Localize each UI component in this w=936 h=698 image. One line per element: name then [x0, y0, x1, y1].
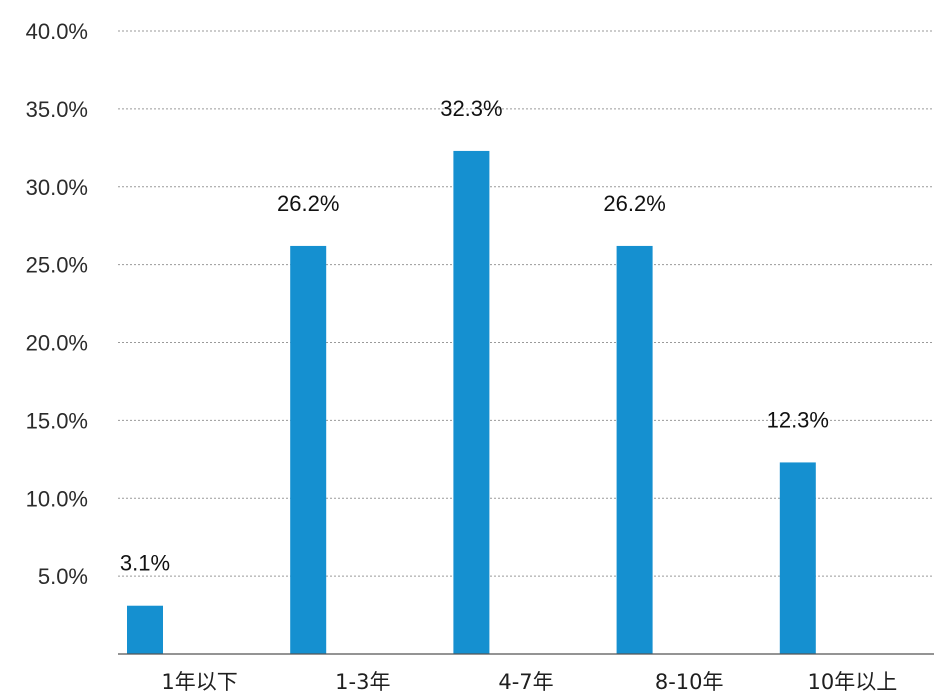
y-tick-label: 10.0% [26, 486, 88, 511]
y-tick-label: 35.0% [26, 97, 88, 122]
bars [127, 150, 816, 655]
data-label: 3.1% [120, 551, 170, 576]
bar-1 [127, 605, 163, 654]
y-tick-label: 40.0% [26, 19, 88, 44]
y-tick-label: 20.0% [26, 331, 88, 356]
x-category-label: 4-7年 [498, 670, 553, 694]
y-tick-label: 30.0% [26, 175, 88, 200]
y-tick-label: 25.0% [26, 253, 88, 278]
data-label: 12.3% [767, 407, 829, 432]
data-label: 32.3% [440, 96, 502, 121]
data-labels: 3.1% 26.2% 32.3% 26.2% 12.3% [120, 96, 829, 576]
data-label: 26.2% [603, 191, 665, 216]
bar-2 [290, 245, 327, 654]
x-category-label: 1年以下 [161, 670, 237, 694]
bar-3 [453, 150, 490, 655]
bar-5 [779, 462, 816, 654]
bar-4 [616, 245, 653, 654]
x-category-label: 10年以上 [808, 670, 898, 694]
x-axis-category-labels: 1年以下 1-3年 4-7年 8-10年 10年以上 [161, 670, 897, 694]
x-category-label: 1-3年 [335, 670, 390, 694]
data-label: 26.2% [277, 191, 339, 216]
y-tick-label: 15.0% [26, 408, 88, 433]
y-axis-tick-labels: 5.0% 10.0% 15.0% 20.0% 25.0% 30.0% 35.0% 40.0% [26, 19, 88, 589]
gridlines [118, 30, 934, 577]
x-category-label: 8-10年 [655, 670, 724, 694]
y-tick-label: 5.0% [38, 564, 88, 589]
